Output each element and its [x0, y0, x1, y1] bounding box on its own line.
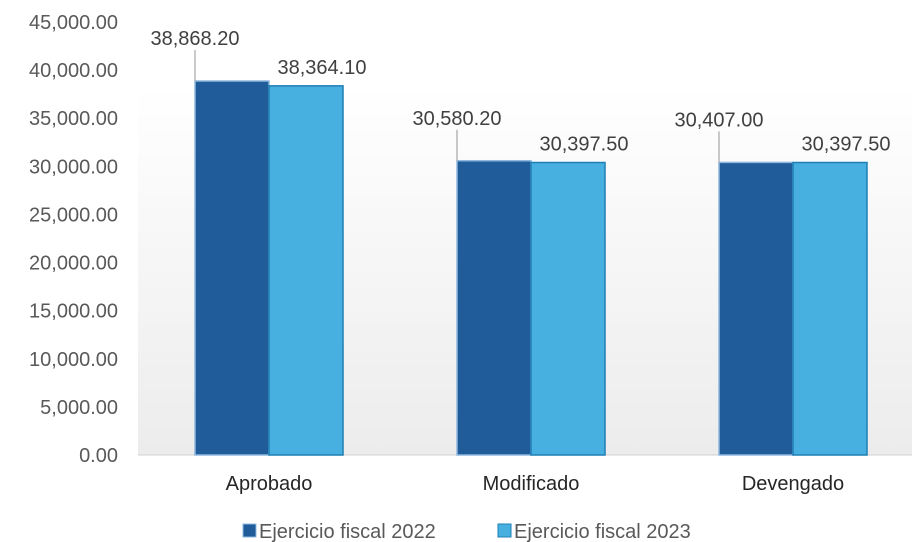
- data-label: 38,364.10: [278, 57, 367, 79]
- legend-swatch: [242, 523, 257, 538]
- bar-series-2: [792, 161, 868, 456]
- y-tick-label: 40,000.00: [29, 60, 118, 82]
- y-axis: 0.00 5,000.00 10,000.00 15,000.00 20,000.00 2…: [29, 12, 118, 467]
- bar-series-2: [530, 161, 606, 456]
- y-tick-label: 20,000.00: [29, 253, 118, 275]
- x-axis: Aprobado Modificado Devengado: [226, 473, 845, 495]
- y-tick-label: 30,000.00: [29, 156, 118, 178]
- y-tick-label: 0.00: [79, 445, 118, 467]
- data-label: 30,397.50: [802, 134, 891, 156]
- y-tick-label: 35,000.00: [29, 108, 118, 130]
- data-label: 30,407.00: [675, 109, 764, 131]
- x-tick-label: Modificado: [483, 473, 580, 495]
- y-tick-label: 10,000.00: [29, 349, 118, 371]
- y-tick-label: 5,000.00: [40, 397, 118, 419]
- bar-series-2: [268, 85, 344, 456]
- bar-series-1: [718, 161, 794, 456]
- data-label: 30,580.20: [413, 108, 502, 130]
- y-tick-label: 25,000.00: [29, 204, 118, 226]
- legend-label: Ejercicio fiscal 2023: [514, 521, 691, 542]
- bar-series-1: [194, 80, 270, 456]
- bar-series-group: [194, 80, 868, 456]
- y-tick-label: 45,000.00: [29, 12, 118, 34]
- y-tick-label: 15,000.00: [29, 301, 118, 323]
- data-label: 38,868.20: [151, 28, 240, 50]
- bar-series-1: [456, 160, 532, 456]
- label-leader-lines: [194, 50, 720, 163]
- legend: Ejercicio fiscal 2022 Ejercicio fiscal 20…: [242, 521, 691, 542]
- x-tick-label: Aprobado: [226, 473, 313, 495]
- data-labels: 38,868.20 38,364.10 30,580.20 30,397.50 30,4…: [151, 28, 891, 156]
- x-tick-label: Devengado: [742, 473, 844, 495]
- legend-swatch: [497, 523, 512, 538]
- legend-label: Ejercicio fiscal 2022: [259, 521, 436, 542]
- data-label: 30,397.50: [540, 134, 629, 156]
